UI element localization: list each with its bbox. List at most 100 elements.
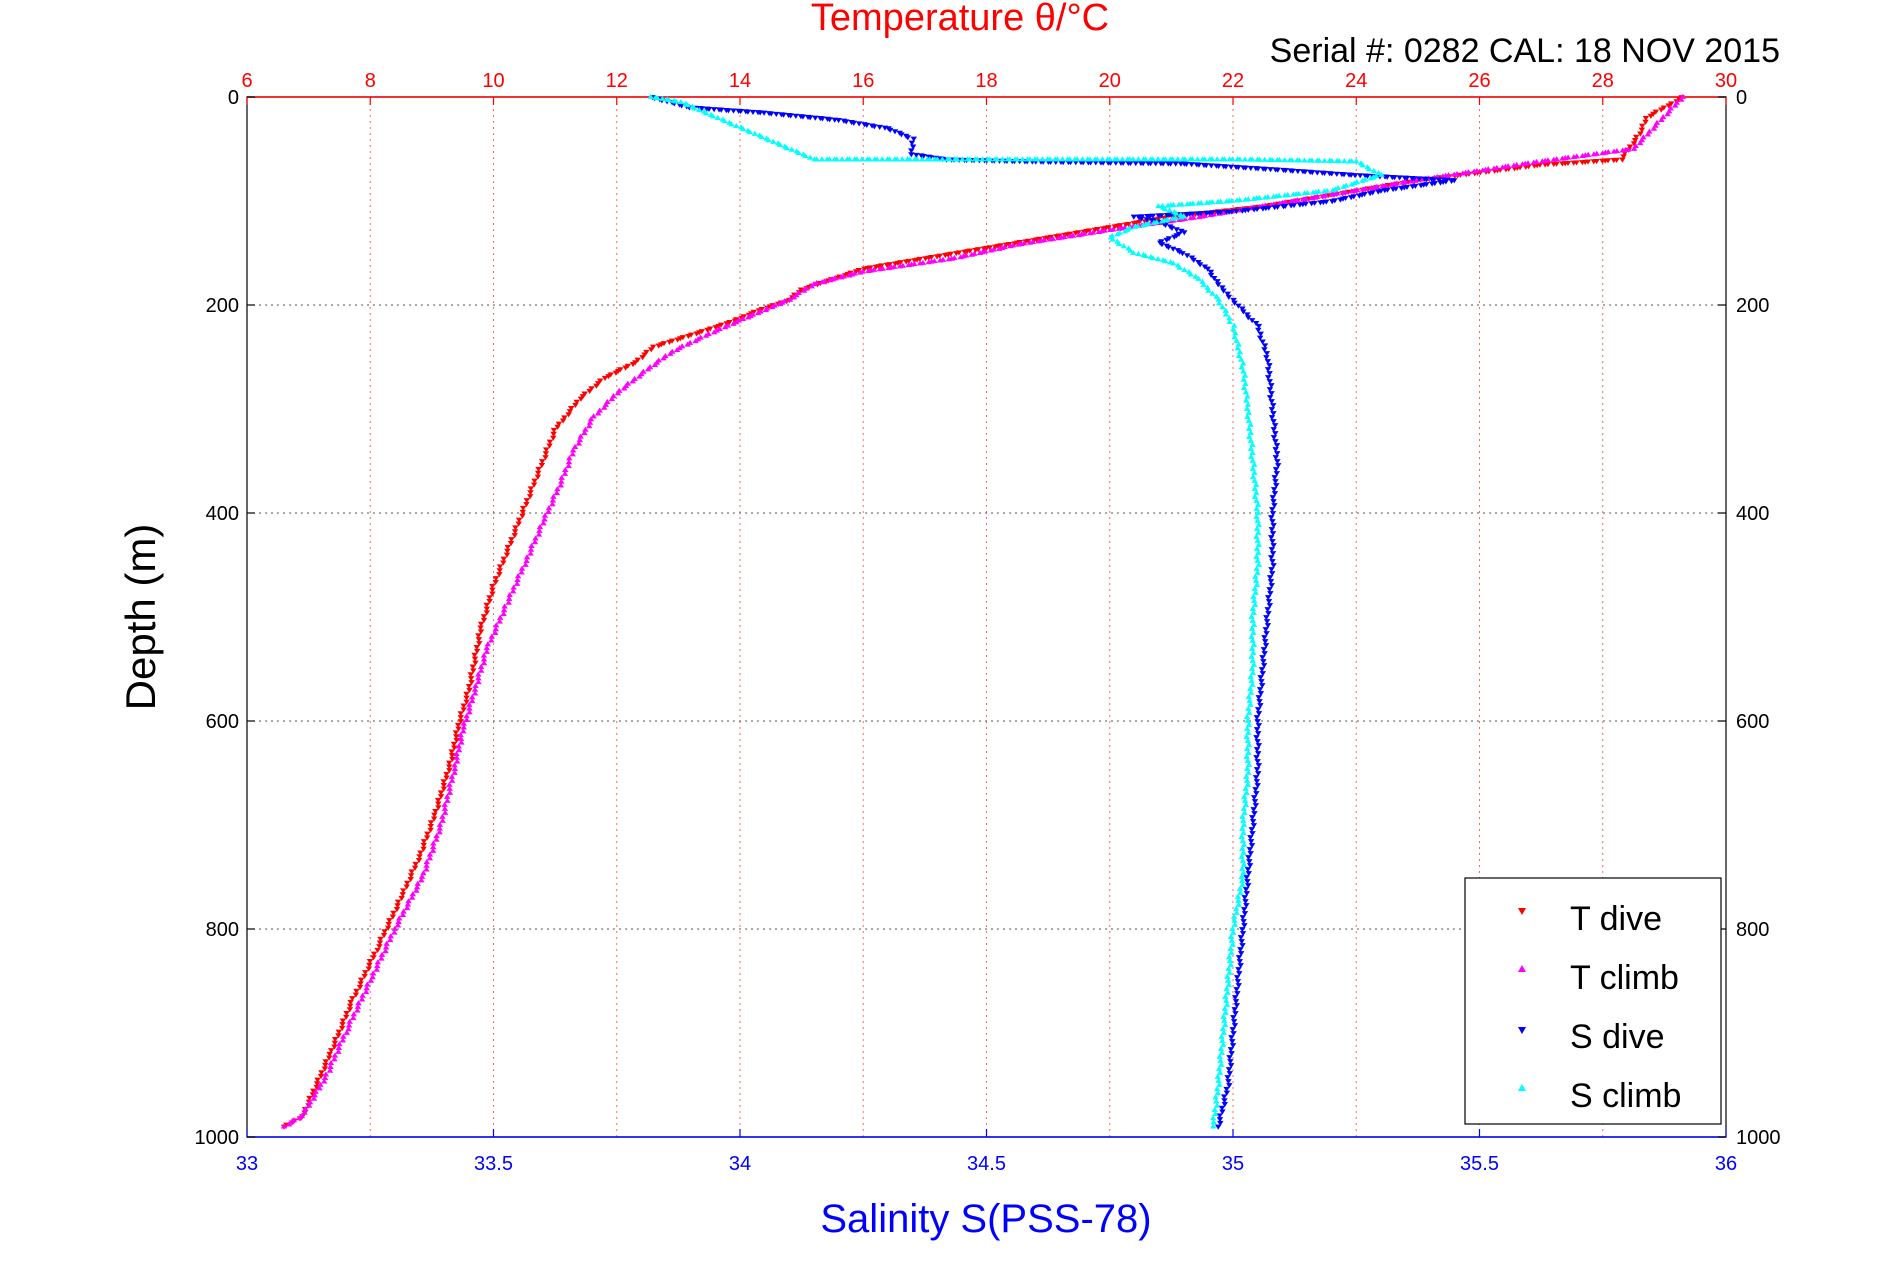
- data-point: [412, 861, 419, 867]
- data-point: [1172, 161, 1179, 167]
- data-point: [1166, 207, 1173, 213]
- data-point: [937, 257, 944, 263]
- data-point: [1416, 176, 1423, 182]
- data-point: [1539, 158, 1546, 164]
- data-point: [1173, 227, 1180, 233]
- bottom-tick-label: 33.5: [474, 1153, 513, 1175]
- data-point: [1209, 290, 1216, 296]
- data-point: [1479, 167, 1486, 173]
- data-point: [1245, 769, 1252, 775]
- data-point: [399, 892, 406, 898]
- data-point: [409, 891, 416, 897]
- data-point: [1240, 919, 1247, 925]
- data-point: [1268, 391, 1275, 397]
- data-point: [1262, 639, 1269, 645]
- data-point: [1261, 651, 1268, 657]
- data-point: [1255, 771, 1262, 777]
- data-point: [518, 565, 526, 571]
- data-point: [1620, 154, 1627, 160]
- data-point: [1100, 226, 1107, 232]
- data-point: [1658, 107, 1665, 113]
- data-point: [531, 478, 538, 484]
- data-point: [1236, 349, 1244, 355]
- data-point: [721, 324, 729, 330]
- data-point: [1403, 175, 1411, 181]
- data-point: [776, 141, 784, 148]
- data-point: [795, 149, 802, 155]
- data-point: [488, 633, 495, 639]
- data-point: [1177, 214, 1185, 220]
- data-point: [427, 820, 435, 826]
- data-point: [925, 259, 932, 265]
- data-point: [1226, 1083, 1233, 1089]
- data-point: [1353, 158, 1360, 164]
- data-point: [1388, 181, 1395, 187]
- data-point: [1233, 337, 1240, 343]
- data-point: [1225, 1079, 1232, 1085]
- data-point: [1249, 669, 1257, 675]
- data-point: [725, 108, 732, 114]
- data-point: [455, 747, 463, 753]
- data-point: [314, 1077, 321, 1083]
- data-point: [1459, 170, 1467, 176]
- data-point: [569, 447, 577, 453]
- data-point: [1223, 1001, 1231, 1007]
- data-point: [444, 797, 451, 803]
- data-point: [1266, 603, 1274, 609]
- data-point: [391, 925, 399, 931]
- legend-marker-s-climb: [1518, 1084, 1526, 1091]
- data-point: [1255, 521, 1263, 527]
- data-point: [436, 825, 443, 831]
- data-point: [558, 474, 565, 480]
- data-point: [612, 370, 620, 376]
- data-point: [1258, 679, 1265, 685]
- data-point: [546, 443, 553, 449]
- data-point: [1260, 647, 1268, 653]
- data-point: [1192, 273, 1199, 279]
- data-point: [457, 711, 464, 717]
- bottom-tick-label: 33: [236, 1153, 258, 1175]
- top-tick-label: 30: [1715, 70, 1737, 92]
- data-point: [1252, 787, 1259, 793]
- data-point: [1248, 613, 1255, 619]
- data-point: [717, 322, 725, 328]
- data-point: [1257, 703, 1264, 709]
- data-point: [667, 350, 674, 356]
- data-point: [549, 497, 557, 503]
- data-point: [1423, 176, 1430, 182]
- data-point: [721, 118, 728, 124]
- data-point: [534, 470, 542, 476]
- data-point: [685, 333, 692, 339]
- data-point: [1253, 715, 1261, 721]
- data-point: [1243, 765, 1251, 771]
- data-point: [366, 959, 374, 965]
- data-point: [1154, 256, 1162, 262]
- data-point: [369, 974, 376, 980]
- data-point: [1087, 230, 1094, 236]
- data-point: [1249, 441, 1256, 447]
- data-point: [1238, 364, 1245, 370]
- data-point: [1255, 751, 1262, 757]
- data-point: [550, 493, 557, 499]
- data-point: [581, 430, 588, 436]
- data-point: [730, 108, 737, 114]
- data-point: [373, 966, 380, 972]
- data-point: [1270, 523, 1277, 529]
- data-point: [500, 607, 508, 613]
- data-point: [1046, 236, 1054, 242]
- data-point: [343, 1029, 350, 1035]
- data-point: [413, 887, 420, 893]
- data-point: [1359, 186, 1367, 192]
- data-point: [1227, 945, 1234, 951]
- data-point: [1249, 637, 1256, 643]
- data-point: [1230, 1019, 1238, 1025]
- data-point: [1072, 160, 1079, 166]
- data-point: [357, 981, 364, 987]
- data-point: [511, 529, 519, 535]
- data-point: [1245, 705, 1252, 711]
- data-point: [1167, 161, 1174, 167]
- data-point: [838, 156, 846, 162]
- data-point: [1154, 156, 1162, 162]
- data-point: [996, 245, 1003, 251]
- data-point: [1240, 805, 1247, 811]
